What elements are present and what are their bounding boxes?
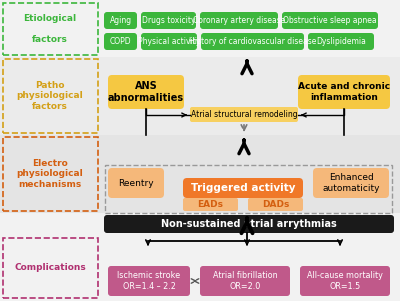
FancyBboxPatch shape: [141, 33, 197, 50]
Bar: [0, 236, 400, 301]
Text: DADs: DADs: [262, 200, 289, 209]
Bar: [3, 3, 98, 55]
FancyBboxPatch shape: [108, 266, 190, 296]
Text: Atrial fibrillation
OR=2.0: Atrial fibrillation OR=2.0: [213, 271, 277, 291]
Text: Enhanced
automaticity: Enhanced automaticity: [322, 173, 380, 193]
Text: Non-sustained atrial arrythmias: Non-sustained atrial arrythmias: [161, 219, 337, 229]
Bar: [0, 57, 400, 135]
Bar: [0, 213, 400, 236]
FancyBboxPatch shape: [313, 168, 389, 198]
FancyBboxPatch shape: [183, 178, 303, 198]
Bar: [0, 0, 400, 57]
Text: Dyslipidemia: Dyslipidemia: [316, 37, 366, 46]
FancyBboxPatch shape: [108, 168, 164, 198]
Text: Coronary artery disease: Coronary artery disease: [193, 16, 285, 25]
FancyBboxPatch shape: [308, 33, 374, 50]
Text: Etiological

factors: Etiological factors: [24, 14, 76, 44]
FancyBboxPatch shape: [104, 12, 137, 29]
Bar: [0, 135, 400, 213]
Bar: [105, 165, 392, 213]
Text: Ischemic stroke
OR=1.4 – 2.2: Ischemic stroke OR=1.4 – 2.2: [118, 271, 180, 291]
FancyBboxPatch shape: [200, 12, 278, 29]
Text: Obstructive sleep apnea: Obstructive sleep apnea: [283, 16, 377, 25]
FancyBboxPatch shape: [200, 266, 290, 296]
Text: All-cause mortality
OR=1.5: All-cause mortality OR=1.5: [307, 271, 383, 291]
Text: Reentry: Reentry: [118, 178, 154, 188]
Text: Patho
physiological
factors: Patho physiological factors: [17, 81, 83, 111]
FancyBboxPatch shape: [141, 12, 196, 29]
FancyBboxPatch shape: [282, 12, 378, 29]
Bar: [3, 238, 98, 298]
Text: Acute and chronic
inflammation: Acute and chronic inflammation: [298, 82, 390, 102]
Text: Complications: Complications: [14, 263, 86, 272]
Text: Aging: Aging: [110, 16, 132, 25]
Text: ANS
abnormalities: ANS abnormalities: [108, 81, 184, 103]
Bar: [3, 59, 98, 133]
FancyBboxPatch shape: [298, 75, 390, 109]
FancyBboxPatch shape: [183, 198, 238, 211]
Text: Drugs toxicity: Drugs toxicity: [142, 16, 195, 25]
FancyBboxPatch shape: [190, 107, 298, 122]
Text: COPD: COPD: [110, 37, 131, 46]
FancyBboxPatch shape: [201, 33, 304, 50]
FancyBboxPatch shape: [300, 266, 390, 296]
Text: Atrial structural remodeling: Atrial structural remodeling: [191, 110, 297, 119]
Text: History of cardiovascular disease: History of cardiovascular disease: [189, 37, 316, 46]
Text: Electro
physiological
mechanisms: Electro physiological mechanisms: [17, 159, 83, 189]
FancyBboxPatch shape: [104, 215, 394, 233]
Text: Physical activity: Physical activity: [138, 37, 200, 46]
FancyBboxPatch shape: [104, 33, 137, 50]
Text: Triggered activity: Triggered activity: [191, 183, 295, 193]
FancyBboxPatch shape: [108, 75, 184, 109]
FancyBboxPatch shape: [248, 198, 303, 211]
Text: EADs: EADs: [198, 200, 224, 209]
Bar: [3, 137, 98, 211]
